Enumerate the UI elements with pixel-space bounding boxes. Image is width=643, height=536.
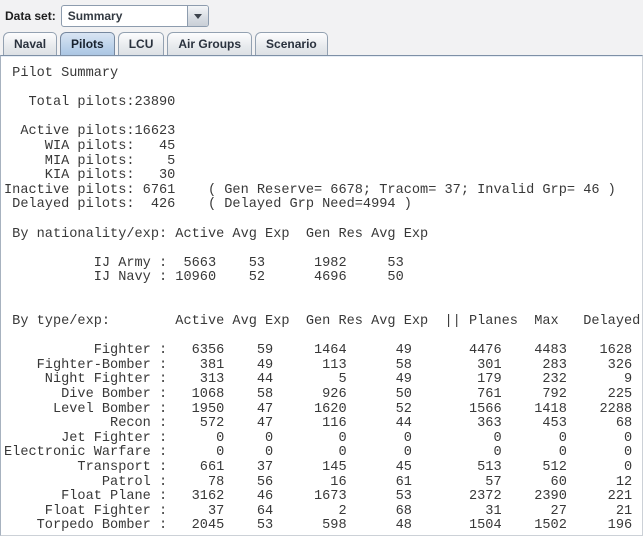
tab-lcu[interactable]: LCU bbox=[117, 32, 165, 55]
dataset-label: Data set: bbox=[5, 9, 56, 23]
chevron-down-icon bbox=[193, 13, 202, 19]
dataset-combobox-value: Summary bbox=[67, 9, 123, 23]
tab-scenario[interactable]: Scenario bbox=[255, 32, 328, 55]
dataset-toolbar: Data set: Summary bbox=[0, 0, 643, 32]
tab-bar: Naval Pilots LCU Air Groups Scenario bbox=[0, 32, 643, 55]
dataset-combobox-dropdown-button[interactable] bbox=[186, 6, 208, 26]
pilot-summary-textarea[interactable]: Pilot Summary Total pilots:23890 Active … bbox=[4, 66, 641, 534]
tab-air-groups[interactable]: Air Groups bbox=[167, 32, 253, 55]
tab-pilots[interactable]: Pilots bbox=[60, 32, 115, 55]
content-panel: Pilot Summary Total pilots:23890 Active … bbox=[0, 55, 643, 536]
tab-naval[interactable]: Naval bbox=[3, 32, 58, 55]
dataset-combobox[interactable]: Summary bbox=[60, 5, 209, 27]
